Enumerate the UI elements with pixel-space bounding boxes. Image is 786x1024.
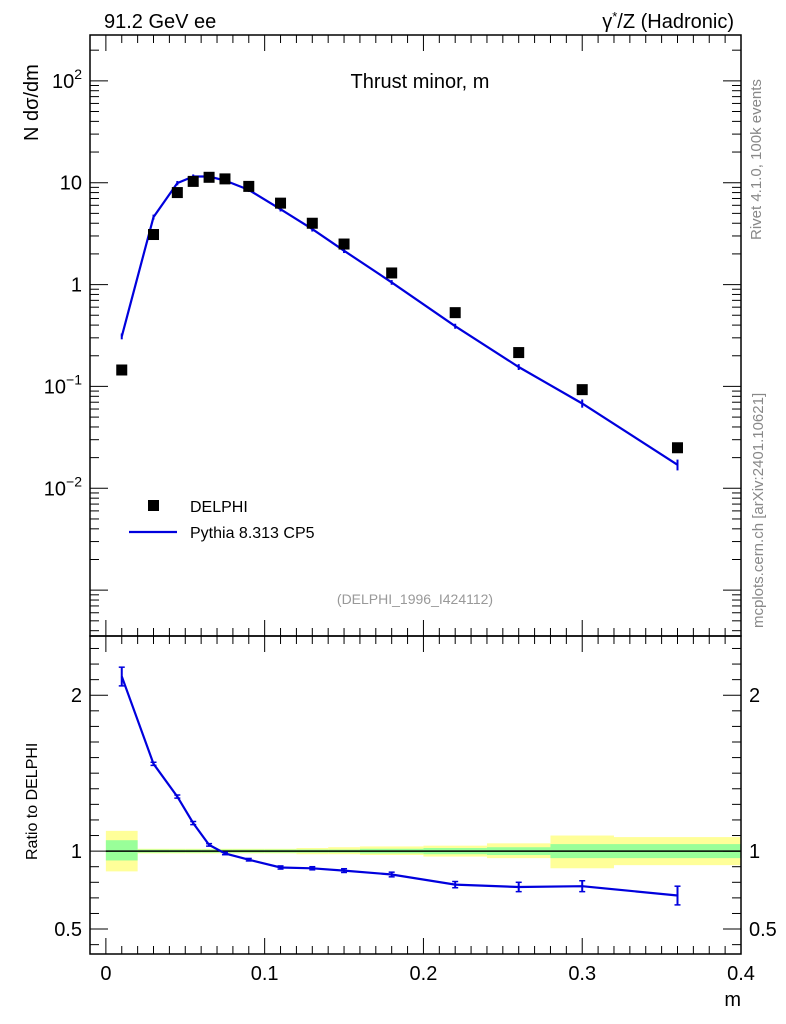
main-y-tick-label: 10−1: [44, 371, 82, 398]
energy-label: 91.2 GeV ee: [104, 11, 216, 33]
main-frame: [89, 34, 742, 637]
x-tick-label: 0.1: [251, 963, 279, 985]
analysis-id: (DELPHI_1996_I424112): [337, 591, 493, 607]
data-point: [275, 197, 287, 209]
mc-line: [120, 175, 679, 466]
mcplots-label: mcplots.cern.ch [arXiv:2401.10621]: [750, 393, 767, 628]
data-point: [243, 180, 255, 192]
process-label: γ*/Z (Hadronic): [602, 9, 734, 33]
ratio-y-tick-label-left: 1: [71, 841, 82, 863]
main-y-tick-label: 10: [60, 173, 82, 195]
data-point: [513, 347, 525, 359]
data-point: [671, 442, 683, 454]
data-point: [449, 307, 461, 319]
data-point: [338, 238, 350, 250]
data-point: [576, 384, 588, 396]
data-point: [148, 229, 160, 241]
ratio-y-tick-label-right: 0.5: [749, 919, 777, 941]
x-tick-label: 0.3: [568, 963, 596, 985]
ratio-y-tick-label-left: 2: [71, 685, 82, 707]
main-panel: Thrust minor, m (DELPHI_1996_I424112) N …: [21, 34, 742, 637]
ratio-y-tick-label-right: 1: [749, 841, 760, 863]
ratio-frame: [89, 635, 742, 955]
data-point: [386, 267, 398, 279]
main-y-tick-label: 10−2: [44, 473, 82, 500]
x-tick-label: 0.2: [410, 963, 438, 985]
main-ylabel: N dσ/dm: [21, 64, 43, 141]
rivet-label: Rivet 4.1.0, 100k events: [748, 79, 765, 240]
x-tick-label: 0: [100, 963, 111, 985]
legend-mc-label: Pythia 8.313 CP5: [190, 525, 315, 542]
data-point: [171, 187, 183, 199]
x-tick-label: 0.4: [727, 963, 755, 985]
main-title: Thrust minor, m: [351, 71, 490, 93]
ratio-ylabel: Ratio to DELPHI: [24, 743, 41, 860]
ratio-band-inner: [105, 840, 138, 861]
legend-data-marker: [148, 500, 159, 511]
ratio-y-tick-label-right: 2: [749, 685, 760, 707]
data-point: [203, 171, 215, 183]
legend: DELPHI Pythia 8.313 CP5: [129, 499, 315, 542]
data-point: [187, 175, 199, 187]
ratio-panel: Ratio to DELPHI m 0 0.1 0.2 0.3 0.4 0.5 0.5 1 1 2…: [24, 635, 777, 1011]
data-point: [116, 364, 128, 376]
main-y-tick-label: 1: [71, 275, 82, 297]
legend-data-label: DELPHI: [190, 499, 248, 516]
data-point: [306, 217, 318, 229]
x-axis-label: m: [724, 989, 741, 1011]
data-point: [219, 173, 231, 185]
ratio-y-tick-label-left: 0.5: [54, 919, 82, 941]
main-y-tick-label: 102: [52, 66, 82, 93]
